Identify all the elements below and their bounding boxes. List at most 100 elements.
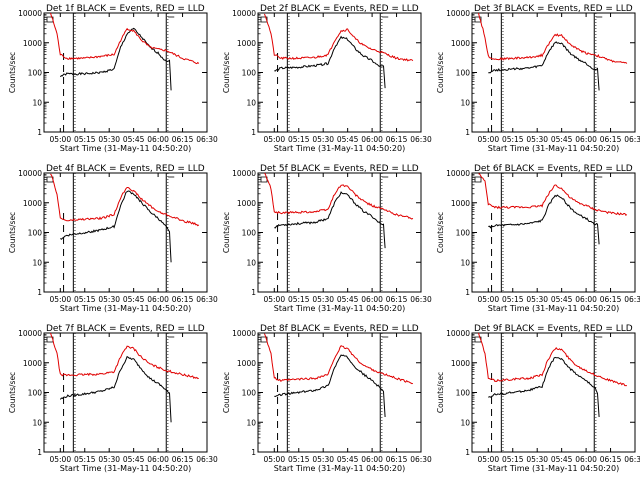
plot-frame	[257, 172, 422, 293]
series-lld-line	[264, 333, 413, 385]
x-tick-label: 05:45	[551, 455, 573, 464]
x-tick-label: 05:30	[98, 455, 120, 464]
y-axis-label: Counts/sec	[436, 212, 445, 253]
x-tick-label: 06:30	[410, 135, 432, 144]
series-lld-line	[50, 332, 199, 380]
series-events-line	[59, 27, 172, 91]
x-tick-label: 06:15	[172, 455, 194, 464]
y-tick-label: 1000	[237, 359, 256, 368]
series-events-line	[274, 35, 386, 89]
y-tick-label: 1	[465, 128, 470, 137]
series-events-line	[59, 355, 172, 423]
x-tick-label: 06:30	[624, 135, 640, 144]
y-tick-label: 1	[251, 448, 256, 457]
x-tick-label: 05:15	[74, 455, 96, 464]
series-events-line	[274, 354, 386, 418]
x-tick-label: 06:00	[147, 135, 169, 144]
y-tick-label: 10	[32, 418, 42, 427]
x-tick-label: 05:15	[288, 455, 310, 464]
bracket-marker	[474, 176, 482, 183]
x-tick-label: 05:30	[526, 455, 548, 464]
y-axis-label: Counts/sec	[222, 52, 231, 93]
x-tick-label: 05:30	[312, 455, 334, 464]
x-tick-label: 05:45	[123, 295, 145, 304]
y-axis-label: Counts/sec	[222, 372, 231, 413]
x-tick-label: 06:00	[147, 455, 169, 464]
y-axis-label: Counts/sec	[222, 212, 231, 253]
x-tick-label: 05:45	[337, 295, 359, 304]
x-axis-label: Start Time (31-May-11 04:50:20)	[274, 304, 405, 313]
x-axis-label: Start Time (31-May-11 04:50:20)	[60, 144, 191, 153]
x-tick-label: 05:00	[49, 455, 71, 464]
y-axis-label: Counts/sec	[8, 212, 17, 253]
chart-title: Det 2f BLACK = Events, RED = LLD	[260, 4, 419, 14]
y-tick-label: 10000	[446, 329, 470, 338]
x-tick-label: 06:30	[196, 135, 218, 144]
plot-frame	[257, 332, 422, 453]
series-lld-line	[50, 173, 200, 227]
x-tick-label: 05:00	[49, 295, 71, 304]
y-tick-label: 10000	[232, 329, 256, 338]
y-tick-label: 10	[246, 258, 256, 267]
x-tick-label: 05:45	[123, 135, 145, 144]
chart-panel-8: Det 8f BLACK = Events, RED = LLD 1 10 100 10…	[222, 324, 432, 473]
chart-panel-7: Det 7f BLACK = Events, RED = LLD 1 10 100 10…	[8, 324, 218, 473]
chart-panel-4: Det 4f BLACK = Events, RED = LLD 1 10 100 10…	[8, 164, 218, 313]
y-tick-label: 10000	[446, 9, 470, 18]
series-lld-line	[478, 173, 628, 216]
x-tick-label: 05:30	[526, 135, 548, 144]
x-tick-label: 06:00	[575, 295, 597, 304]
y-tick-label: 1	[251, 288, 256, 297]
series-events-line	[60, 190, 172, 263]
y-tick-label: 100	[242, 389, 257, 398]
chart-title: Det 1f BLACK = Events, RED = LLD	[46, 4, 205, 14]
y-axis-label: Counts/sec	[436, 372, 445, 413]
y-tick-label: 10	[246, 98, 256, 107]
bracket-marker	[260, 176, 268, 183]
x-axis-label: Start Time (31-May-11 04:50:20)	[60, 464, 191, 473]
x-tick-label: 05:15	[74, 295, 96, 304]
y-tick-label: 10	[460, 98, 470, 107]
y-tick-label: 1000	[23, 39, 42, 48]
plot-frame	[43, 172, 208, 293]
chart-title: Det 7f BLACK = Events, RED = LLD	[46, 324, 205, 334]
x-tick-label: 05:30	[312, 295, 334, 304]
series-events-line	[488, 356, 600, 418]
y-tick-label: 10000	[18, 169, 42, 178]
x-tick-label: 05:00	[263, 295, 285, 304]
x-tick-label: 05:15	[502, 455, 524, 464]
x-tick-label: 06:15	[600, 295, 622, 304]
x-tick-label: 06:00	[575, 135, 597, 144]
bracket-marker	[46, 176, 54, 183]
y-tick-label: 1	[465, 448, 470, 457]
x-tick-label: 05:45	[337, 455, 359, 464]
y-tick-label: 10000	[232, 169, 256, 178]
x-tick-label: 05:30	[312, 135, 334, 144]
x-tick-label: 05:45	[337, 135, 359, 144]
chart-title: Det 9f BLACK = Events, RED = LLD	[474, 324, 633, 334]
y-tick-label: 100	[242, 229, 257, 238]
series-events-line	[488, 41, 600, 91]
x-tick-label: 06:30	[624, 455, 640, 464]
y-tick-label: 10000	[232, 9, 256, 18]
y-axis-label: Counts/sec	[8, 372, 17, 413]
x-tick-label: 06:15	[386, 455, 408, 464]
x-tick-label: 06:15	[172, 135, 194, 144]
y-tick-label: 100	[28, 389, 43, 398]
x-tick-label: 06:15	[600, 455, 622, 464]
y-tick-label: 10	[460, 418, 470, 427]
chart-title: Det 3f BLACK = Events, RED = LLD	[474, 4, 633, 14]
chart-title: Det 8f BLACK = Events, RED = LLD	[260, 324, 419, 334]
chart-panel-9: Det 9f BLACK = Events, RED = LLD 1 10 100 10…	[436, 324, 640, 473]
x-tick-label: 06:30	[624, 295, 640, 304]
x-tick-label: 06:30	[196, 295, 218, 304]
chart-panel-2: Det 2f BLACK = Events, RED = LLD 1 10 100 10…	[222, 4, 432, 153]
x-tick-label: 06:30	[410, 455, 432, 464]
series-lld-line	[478, 12, 628, 64]
x-tick-label: 06:15	[600, 135, 622, 144]
x-tick-label: 05:30	[526, 295, 548, 304]
series-lld-line	[478, 332, 627, 387]
plot-frame	[257, 12, 422, 133]
x-tick-label: 06:15	[172, 295, 194, 304]
y-tick-label: 1000	[237, 199, 256, 208]
